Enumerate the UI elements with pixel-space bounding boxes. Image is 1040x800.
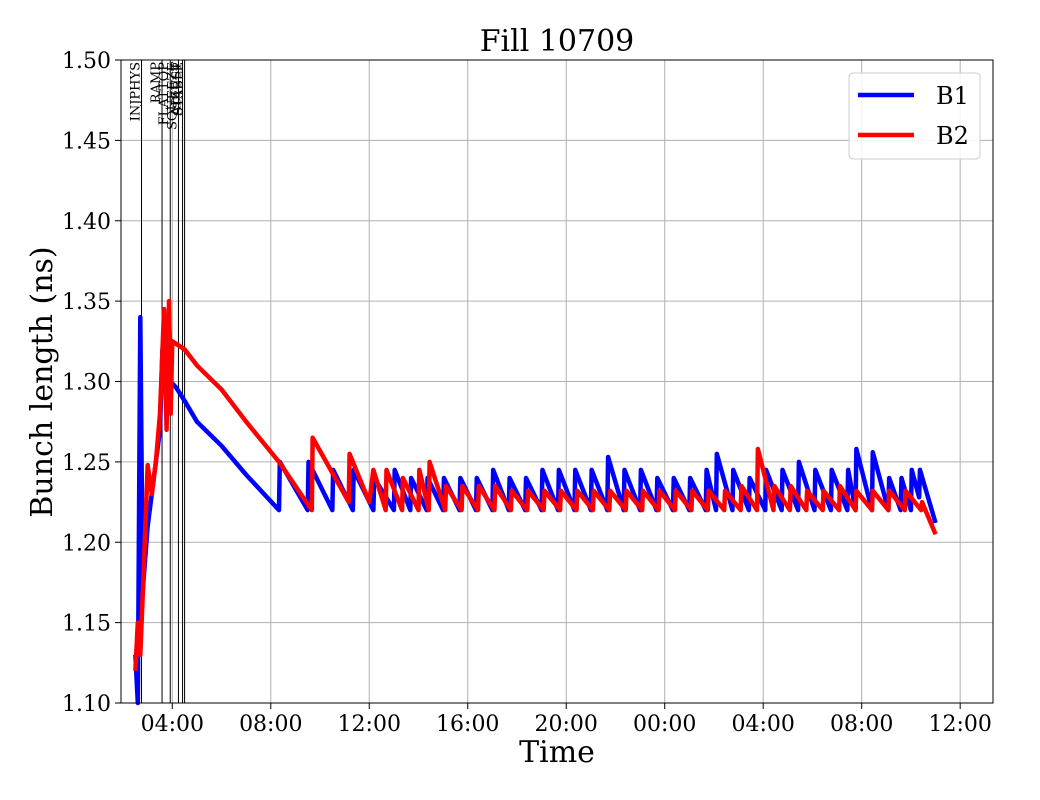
y-tick-label: 1.50 [62,49,111,74]
event-label: INJPHYS [129,62,144,121]
y-tick-label: 1.40 [62,210,111,235]
series-line-b2 [133,298,938,671]
event-label: ADJUST [170,62,185,117]
x-tick-label: 12:00 [338,712,401,737]
x-tick-label: 16:00 [436,712,499,737]
x-tick-label: 04:00 [731,712,794,737]
y-tick-label: 1.45 [62,129,111,154]
axis-ticks: 04:00 08:00 12:00 16:00 20:00 00:00 04:00 08:00… [62,49,992,737]
y-tick-label: 1.35 [62,290,111,315]
y-tick-label: 1.10 [62,692,111,717]
event-label: RAMP [149,62,164,103]
x-tick-label: 00:00 [633,712,696,737]
y-tick-label: 1.20 [62,531,111,556]
event-label: FLATTOP [157,62,172,126]
x-tick-label: 08:00 [239,712,302,737]
x-tick-label: 04:00 [141,712,204,737]
series-lines [133,298,938,706]
chart-title: Fill 10709 [480,24,635,59]
y-axis-label: Bunch length (ns) [25,246,60,517]
x-tick-label: 20:00 [535,712,598,737]
x-axis-label: Time [519,735,595,770]
x-tick-label: 12:00 [928,712,991,737]
y-tick-label: 1.25 [62,451,111,476]
event-label: SQUEEZE [165,62,180,130]
legend-label: B1 [936,82,969,110]
y-tick-label: 1.30 [62,371,111,396]
x-tick-label: 08:00 [830,712,893,737]
legend-label: B2 [936,122,969,150]
y-tick-label: 1.15 [62,612,111,637]
event-label: STABLE [172,62,187,116]
